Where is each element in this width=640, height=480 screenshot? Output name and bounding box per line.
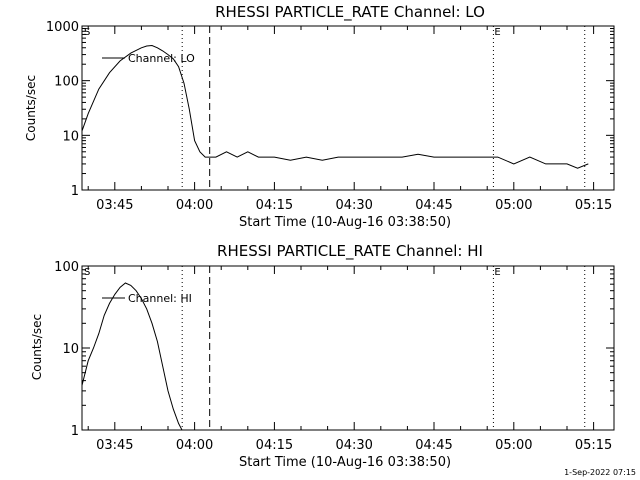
y-tick-label-lo: 10: [62, 129, 79, 144]
marker-label-hi: E: [494, 267, 500, 278]
y-tick-label-hi: 1: [71, 424, 79, 439]
legend-label-lo: Channel: LO: [128, 52, 195, 65]
x-tick-label-hi: 05:00: [495, 438, 532, 453]
x-tick-label-lo: 04:30: [335, 198, 372, 213]
x-tick-label-hi: 04:45: [415, 438, 452, 453]
x-tick-label-lo: 04:15: [256, 198, 293, 213]
x-tick-label-lo: 05:15: [575, 198, 612, 213]
chart-title-hi: RHESSI PARTICLE_RATE Channel: HI: [217, 242, 483, 261]
legend-label-hi: Channel: HI: [128, 292, 192, 305]
marker-label-lo: E: [494, 27, 500, 38]
corner-label-hi: S: [84, 267, 90, 278]
x-tick-label-lo: 05:00: [495, 198, 532, 213]
panel-lo: 1 10 100 1000 03:45 04:00 04:15 04:30 04:45 05:00…: [46, 20, 615, 213]
y-tick-label-hi: 100: [54, 260, 79, 275]
series-line-hi: [82, 282, 183, 430]
x-axis-label-hi: Start Time (10-Aug-16 03:38:50): [239, 455, 451, 470]
x-tick-label-hi: 04:30: [335, 438, 372, 453]
x-tick-label-lo: 04:45: [415, 198, 452, 213]
y-axis-label-lo: Counts/sec: [24, 75, 38, 141]
plot-frame-hi: [81, 265, 615, 431]
x-tick-label-hi: 05:15: [575, 438, 612, 453]
x-tick-label-hi: 03:45: [96, 438, 133, 453]
y-tick-label-lo: 1000: [46, 20, 79, 35]
plot-frame-lo: [81, 25, 615, 191]
panel-hi: 1 10 100 03:45 04:00 04:15 04:30 04:45 05:00 05:1…: [54, 260, 615, 453]
x-axis-label-lo: Start Time (10-Aug-16 03:38:50): [239, 215, 451, 230]
x-tick-label-lo: 04:00: [176, 198, 213, 213]
x-tick-label-hi: 04:15: [256, 438, 293, 453]
y-axis-label-hi: Counts/sec: [30, 314, 44, 380]
x-tick-label-lo: 03:45: [96, 198, 133, 213]
y-tick-label-lo: 1: [71, 184, 79, 199]
corner-label-lo: S: [84, 27, 90, 38]
y-tick-label-hi: 10: [62, 342, 79, 357]
x-tick-label-hi: 04:00: [176, 438, 213, 453]
y-tick-label-lo: 100: [54, 75, 79, 90]
chart-title-lo: RHESSI PARTICLE_RATE Channel: LO: [215, 3, 485, 22]
series-line-lo: [82, 44, 589, 169]
footer-timestamp: 1-Sep-2022 07:15: [564, 468, 636, 477]
